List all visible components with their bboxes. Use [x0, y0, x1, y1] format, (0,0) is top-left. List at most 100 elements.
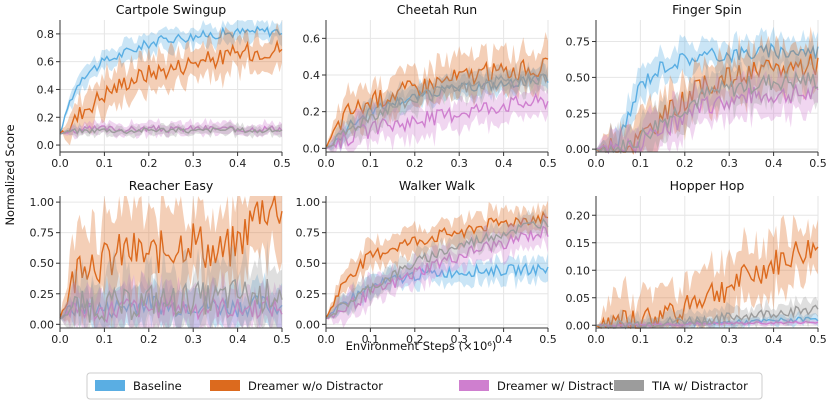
series-line-3	[59, 126, 283, 135]
y-tick-label: 1.00	[296, 196, 321, 209]
band-1	[60, 196, 282, 328]
x-tick-label: 0.0	[317, 333, 335, 346]
x-tick-label: 0.5	[539, 333, 557, 346]
x-tick-label: 0.5	[539, 157, 557, 170]
band-0	[60, 20, 282, 134]
legend-label: Dreamer w/o Distractor	[248, 379, 383, 393]
legend-swatch	[614, 380, 644, 391]
x-tick-label: 0.5	[273, 333, 291, 346]
band-1	[326, 32, 548, 149]
series-line-1	[59, 195, 283, 319]
band-3	[326, 208, 548, 319]
legend: Baseline Dreamer w/o Distractor Dreamer w/…	[86, 372, 763, 400]
x-tick-label: 0.5	[809, 157, 827, 170]
series-line-3	[325, 71, 549, 149]
y-tick-label: 0.0	[303, 142, 321, 155]
series-line-1	[59, 39, 283, 135]
y-tick-label: 0.4	[37, 83, 55, 96]
x-tick-label: 0.3	[184, 333, 202, 346]
band-2	[326, 213, 548, 328]
y-tick-label: 0.2	[303, 106, 321, 119]
y-tick-label: 0.8	[37, 28, 55, 41]
x-tick-label: 0.2	[406, 333, 424, 346]
y-tick-label: 0.00	[296, 318, 321, 331]
band-0	[596, 26, 818, 153]
legend-swatch	[95, 380, 125, 391]
y-tick-label: 0.0	[37, 139, 55, 152]
y-tick-label: 0.75	[296, 227, 321, 240]
series-line-0	[59, 292, 283, 319]
plot-area	[326, 196, 548, 328]
panel-title: Reacher Easy	[129, 178, 214, 193]
panel-0: 0.0 0.2 0.4 0.6 0.8 0.0 0.1 0.2 0.3 0.4 0.5 Cartpol…	[37, 2, 291, 170]
y-tick-label: 0.50	[296, 257, 321, 270]
x-tick-label: 0.4	[229, 333, 247, 346]
x-tick-label: 0.1	[632, 157, 650, 170]
legend-box	[86, 372, 763, 400]
plot-area	[596, 196, 818, 328]
band-1	[596, 214, 818, 328]
series-line-1	[595, 240, 819, 330]
series-line-3	[595, 70, 819, 155]
series-line-1	[325, 57, 549, 149]
x-tick-label: 0.0	[317, 157, 335, 170]
y-tick-label: 1.00	[30, 196, 55, 209]
band-3	[596, 295, 818, 328]
series-line-1	[325, 210, 549, 319]
legend-label: TIA w/ Distractor	[651, 379, 748, 393]
x-tick-label: 0.2	[406, 157, 424, 170]
x-tick-label: 0.3	[720, 157, 738, 170]
y-tick-label: 0.00	[30, 318, 55, 331]
legend-swatch	[210, 380, 240, 391]
x-tick-label: 0.0	[51, 157, 69, 170]
x-tick-label: 0.4	[765, 157, 783, 170]
series-line-3	[325, 217, 549, 319]
y-tick-label: 0.6	[303, 32, 321, 45]
x-tick-label: 0.3	[720, 333, 738, 346]
band-0	[326, 252, 548, 319]
band-3	[60, 239, 282, 328]
x-tick-label: 0.3	[450, 157, 468, 170]
panel-title: Finger Spin	[672, 2, 742, 17]
series-line-0	[325, 262, 549, 319]
y-axis-label: Normalized Score	[3, 124, 17, 225]
x-tick-label: 0.1	[96, 157, 114, 170]
x-tick-label: 0.5	[809, 333, 827, 346]
panel-5: 0.00 0.05 0.10 0.15 0.20 0.0 0.1 0.2 0.3 0.4 0.5 Ho…	[566, 178, 827, 346]
series-line-3	[595, 304, 819, 330]
x-tick-label: 0.0	[587, 157, 605, 170]
band-3	[596, 49, 818, 152]
x-tick-label: 0.1	[96, 333, 114, 346]
band-3	[326, 56, 548, 152]
x-axis-label: Environment Steps (×10⁶)	[346, 339, 497, 353]
series-line-3	[59, 278, 283, 323]
x-tick-label: 0.5	[273, 157, 291, 170]
y-tick-label: 0.10	[566, 264, 591, 277]
x-tick-label: 0.3	[184, 157, 202, 170]
legend-swatch	[459, 380, 489, 391]
y-tick-label: 0.25	[296, 288, 321, 301]
x-tick-label: 0.0	[587, 333, 605, 346]
panels: 0.0 0.2 0.4 0.6 0.8 0.0 0.1 0.2 0.3 0.4 0.5 Cartpol…	[30, 2, 827, 346]
y-tick-label: 0.6	[37, 56, 55, 69]
x-tick-label: 0.2	[676, 333, 694, 346]
y-tick-label: 0.75	[30, 227, 55, 240]
panel-title: Cheetah Run	[397, 2, 477, 17]
x-tick-label: 0.0	[51, 333, 69, 346]
y-tick-label: 0.25	[30, 288, 55, 301]
panel-3: 0.00 0.25 0.50 0.75 1.00 0.0 0.1 0.2 0.3 0.4 0.5 Re…	[30, 178, 291, 346]
series-line-2	[325, 92, 549, 149]
x-tick-label: 0.4	[495, 157, 513, 170]
panel-title: Hopper Hop	[670, 178, 745, 193]
panel-title: Cartpole Swingup	[116, 2, 227, 17]
y-tick-label: 0.4	[303, 69, 321, 82]
x-tick-label: 0.1	[362, 333, 380, 346]
series-line-0	[325, 73, 549, 149]
y-tick-label: 0.50	[30, 257, 55, 270]
y-tick-label: 0.05	[566, 292, 591, 305]
x-tick-label: 0.2	[140, 157, 158, 170]
x-tick-label: 0.1	[632, 333, 650, 346]
y-tick-label: 0.75	[566, 36, 591, 49]
x-tick-label: 0.4	[765, 333, 783, 346]
